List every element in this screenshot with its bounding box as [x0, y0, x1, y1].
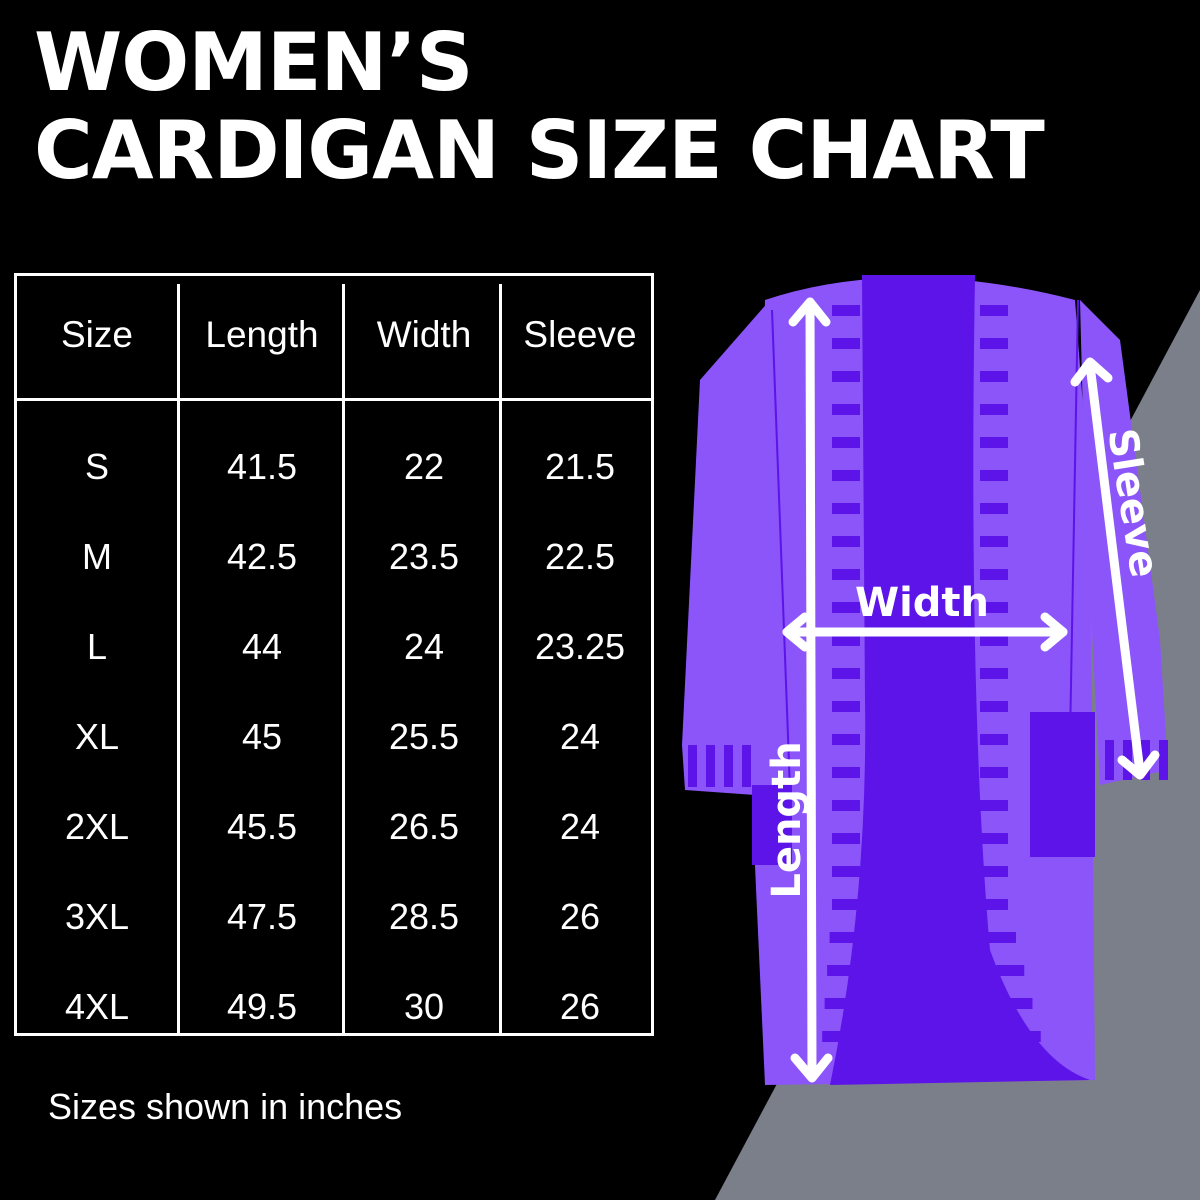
table-cell: 45: [241, 716, 283, 757]
length-label: Length: [764, 741, 810, 898]
table-cell: XL: [74, 716, 120, 757]
table-cell: 47.5: [226, 896, 298, 937]
size-table: Size Length Width Sleeve S 41.5 22 21.5 M 42.5 23.…: [14, 273, 654, 1036]
column-divider: [177, 284, 180, 1033]
table-cell: 45.5: [226, 806, 298, 847]
column-divider: [499, 284, 502, 1033]
units-note: Sizes shown in inches: [48, 1086, 403, 1127]
table-cell: 49.5: [226, 986, 298, 1027]
width-arrow: [782, 612, 1068, 652]
table-cell: 30: [403, 986, 445, 1027]
column-header-length: Length: [205, 314, 319, 355]
sleeve-arrow: [1070, 357, 1160, 780]
table-cell: 24: [559, 806, 601, 847]
column-header-size: Size: [61, 314, 133, 355]
table-cell: S: [84, 446, 109, 487]
table-cell: 42.5: [226, 536, 298, 577]
table-cell: 41.5: [226, 446, 298, 487]
table-cell: 28.5: [388, 896, 460, 937]
table-cell: 26.5: [388, 806, 460, 847]
column-header-width: Width: [376, 314, 472, 355]
table-cell: 21.5: [544, 446, 616, 487]
table-cell: 22.5: [544, 536, 616, 577]
table-cell: 23.25: [534, 626, 626, 667]
width-label: Width: [855, 580, 989, 626]
cardigan-illustration: [682, 275, 1168, 1085]
table-cell: 24: [403, 626, 445, 667]
column-header-sleeve: Sleeve: [523, 314, 637, 355]
table-cell: 22: [403, 446, 445, 487]
column-divider: [342, 284, 345, 1033]
table-cell: 44: [241, 626, 283, 667]
table-cell: 24: [559, 716, 601, 757]
table-cell: 26: [559, 986, 601, 1027]
table-cell: 25.5: [388, 716, 460, 757]
table-cell: 2XL: [64, 806, 130, 847]
table-cell: M: [82, 536, 112, 577]
header-divider: [17, 398, 651, 401]
table-cell: 26: [559, 896, 601, 937]
title-line-2: CARDIGAN SIZE CHART: [34, 104, 1045, 197]
length-arrow: [788, 297, 833, 1083]
table-cell: 23.5: [388, 536, 460, 577]
table-cell: L: [86, 626, 108, 667]
title-line-1: WOMEN’S: [34, 16, 473, 109]
table-cell: 3XL: [64, 896, 130, 937]
table-cell: 4XL: [64, 986, 130, 1027]
